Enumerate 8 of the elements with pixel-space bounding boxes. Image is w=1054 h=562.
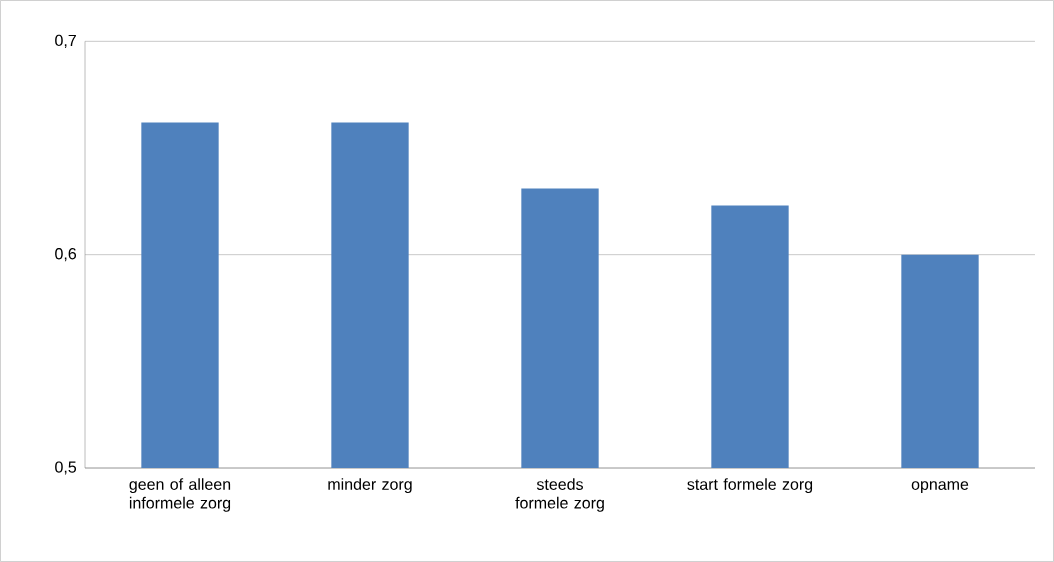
- y-tick-label: 0,6: [55, 248, 77, 262]
- x-tick-label: steeds formele zorg: [515, 478, 604, 512]
- y-tick-label: 0,5: [55, 461, 77, 475]
- y-tick-label: 0,7: [55, 34, 76, 48]
- x-tick-label: start formele zorg: [687, 478, 813, 494]
- x-tick-label: geen of alleen informele zorg: [129, 478, 231, 512]
- x-tick-label: minder zorg: [328, 478, 412, 494]
- x-tick-label: opname: [911, 481, 969, 494]
